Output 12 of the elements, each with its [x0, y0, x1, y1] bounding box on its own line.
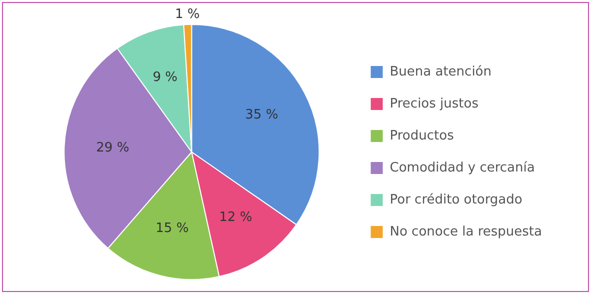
legend-label: Por crédito otorgado [390, 192, 522, 208]
legend-label: Precios justos [390, 96, 479, 112]
data-label: 1 % [174, 6, 200, 22]
legend-label: Comodidad y cercanía [390, 160, 535, 176]
data-label: 12 % [219, 210, 252, 226]
legend-label: Buena atención [390, 64, 492, 80]
data-label: 15 % [156, 220, 189, 236]
data-label: 9 % [152, 70, 178, 85]
data-label: 29 % [96, 140, 130, 156]
legend-label: Productos [390, 128, 454, 144]
data-label: 35 % [245, 108, 278, 123]
legend-label: No conoce la respuesta [390, 224, 542, 240]
